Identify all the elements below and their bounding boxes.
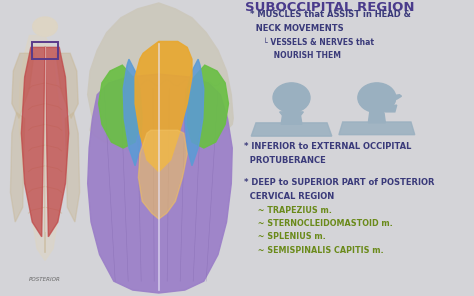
- Polygon shape: [21, 47, 45, 237]
- Polygon shape: [45, 47, 69, 237]
- Polygon shape: [12, 53, 34, 118]
- Text: SUBOCCIPITAL REGION: SUBOCCIPITAL REGION: [245, 1, 414, 15]
- Polygon shape: [88, 74, 232, 293]
- Text: └ VESSELS & NERVES that: └ VESSELS & NERVES that: [250, 38, 374, 47]
- Polygon shape: [389, 95, 401, 99]
- Polygon shape: [281, 112, 302, 124]
- Polygon shape: [280, 112, 303, 118]
- Polygon shape: [385, 105, 397, 112]
- Polygon shape: [339, 122, 415, 135]
- Text: ~ SPLENIUS m.: ~ SPLENIUS m.: [244, 232, 326, 241]
- Polygon shape: [99, 65, 140, 148]
- Ellipse shape: [33, 17, 57, 36]
- Polygon shape: [368, 112, 385, 123]
- Text: * DEEP to SUPERIOR PART of POSTERIOR: * DEEP to SUPERIOR PART of POSTERIOR: [244, 178, 435, 186]
- Text: PROTUBERANCE: PROTUBERANCE: [244, 156, 326, 165]
- Text: ~ STERNOCLEIDOMASTOID m.: ~ STERNOCLEIDOMASTOID m.: [244, 219, 393, 228]
- Polygon shape: [19, 36, 65, 260]
- Text: ~ TRAPEZIUS m.: ~ TRAPEZIUS m.: [244, 206, 332, 215]
- Text: NECK MOVEMENTS: NECK MOVEMENTS: [250, 24, 344, 33]
- Text: CERVICAL REGION: CERVICAL REGION: [244, 192, 334, 200]
- Polygon shape: [10, 112, 25, 222]
- Text: NOURISH THEM: NOURISH THEM: [250, 51, 341, 60]
- Ellipse shape: [273, 83, 310, 112]
- Ellipse shape: [358, 83, 396, 112]
- Polygon shape: [185, 59, 204, 166]
- Text: * MUSCLES that ASSIST in HEAD &: * MUSCLES that ASSIST in HEAD &: [250, 10, 411, 19]
- Polygon shape: [135, 41, 192, 172]
- Polygon shape: [88, 3, 233, 157]
- Text: * INFERIOR to EXTERNAL OCCIPITAL: * INFERIOR to EXTERNAL OCCIPITAL: [244, 142, 411, 151]
- Polygon shape: [187, 65, 228, 148]
- Text: ~ SEMISPINALIS CAPITIS m.: ~ SEMISPINALIS CAPITIS m.: [244, 246, 384, 255]
- Polygon shape: [251, 123, 332, 136]
- Polygon shape: [138, 130, 187, 219]
- Text: POSTERIOR: POSTERIOR: [29, 277, 61, 282]
- Polygon shape: [123, 59, 142, 166]
- Polygon shape: [56, 53, 78, 118]
- Polygon shape: [65, 112, 80, 222]
